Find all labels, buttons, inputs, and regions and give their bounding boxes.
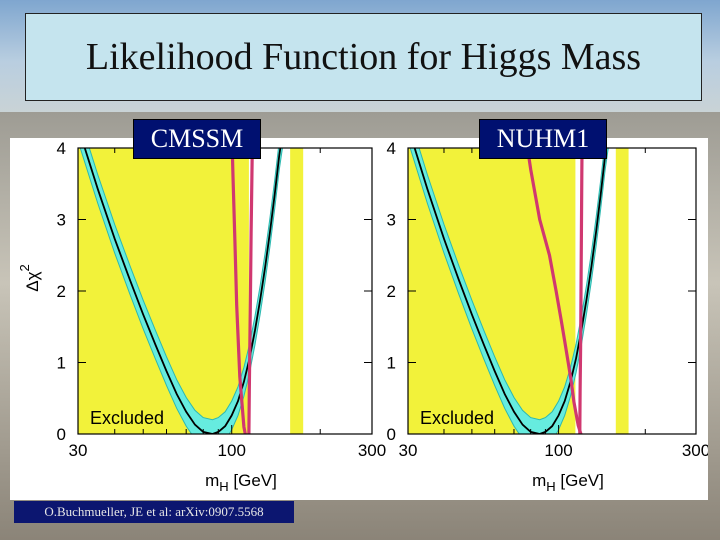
label-cmssm: CMSSM — [133, 119, 261, 159]
x-axis-label: mH [GeV] — [205, 471, 277, 494]
red-curve-left — [230, 148, 247, 434]
y-tick-label: 1 — [57, 354, 66, 373]
excluded-region-1 — [615, 148, 629, 434]
x-tick-label: 100 — [544, 441, 572, 460]
y-tick-label: 3 — [57, 211, 66, 230]
x-tick-label: 300 — [358, 441, 386, 460]
red-curve-right — [578, 148, 584, 434]
label-nuhm1: NUHM1 — [479, 119, 607, 159]
x-axis-label-sub: H — [219, 479, 228, 494]
chi2-curve — [83, 148, 282, 434]
y-axis-label-main: Δχ — [23, 271, 42, 291]
y-axis-label-superscript: 2 — [17, 264, 32, 271]
y-tick-label: 1 — [387, 354, 396, 373]
excluded-region-0 — [78, 148, 249, 434]
red-curve-left — [525, 148, 583, 434]
y-tick-label: 0 — [57, 425, 66, 444]
band-edge-lower — [79, 148, 283, 434]
x-axis-label: mH [GeV] — [532, 471, 604, 494]
excluded-region-1 — [290, 148, 304, 434]
x-axis-label-sub: H — [546, 479, 555, 494]
excluded-label: Excluded — [90, 408, 164, 428]
x-tick-label: 30 — [69, 441, 88, 460]
band-edge-upper — [88, 148, 279, 421]
x-axis-label-unit: [GeV] — [229, 471, 277, 490]
band-edge-upper — [418, 148, 605, 421]
title-box: Likelihood Function for Higgs Mass — [25, 13, 702, 101]
excluded-region-0 — [408, 148, 576, 434]
y-tick-label: 2 — [57, 282, 66, 301]
band-edge-lower — [409, 148, 609, 434]
y-tick-label: 0 — [387, 425, 396, 444]
citation: O.Buchmueller, JE et al: arXiv:0907.5568 — [14, 501, 294, 523]
slide-title: Likelihood Function for Higgs Mass — [85, 36, 642, 78]
x-tick-label: 100 — [218, 441, 246, 460]
panel-nuhm1: 0 1 2 3 4 30 100 300 Excluded mH [GeV] — [387, 139, 708, 494]
plot-content — [408, 148, 629, 434]
y-tick-label: 4 — [57, 139, 66, 158]
y-tick-label: 2 — [387, 282, 396, 301]
y-tick-label: 4 — [387, 139, 396, 158]
chi2-curve — [413, 148, 608, 434]
plot-content — [78, 148, 304, 434]
x-axis-label-unit: [GeV] — [556, 471, 604, 490]
x-tick-label: 300 — [682, 441, 708, 460]
panel-cmssm: 0 1 2 3 4 30 100 300 Excluded mH [GeV] — [57, 139, 387, 494]
x-tick-label: 30 — [399, 441, 418, 460]
x-axis-label-main: m — [205, 471, 219, 490]
y-tick-label: 3 — [387, 211, 396, 230]
x-axis-label-main: m — [532, 471, 546, 490]
red-curve-right — [247, 148, 254, 434]
excluded-label: Excluded — [420, 408, 494, 428]
y-axis-label: Δχ2 — [17, 264, 42, 292]
